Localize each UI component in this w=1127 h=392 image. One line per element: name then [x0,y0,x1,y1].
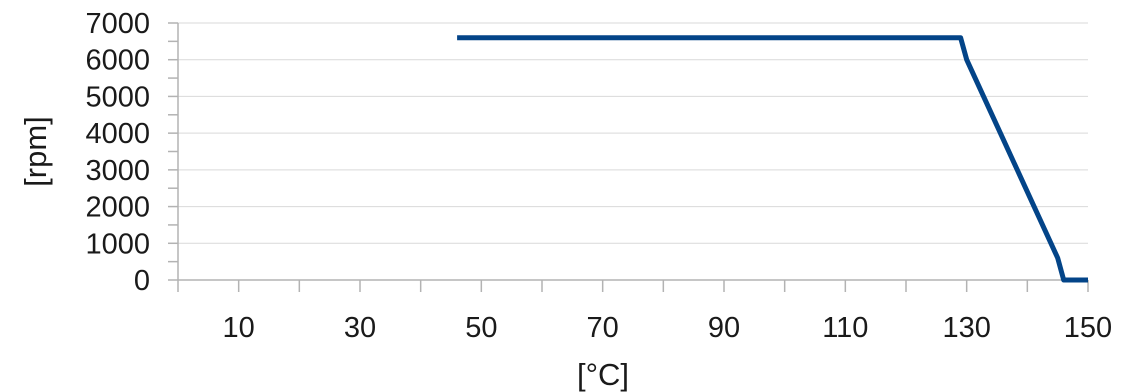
y-tick-label-2: 2000 [85,192,150,224]
series-line-0 [457,35,1088,283]
y-tick-label-3: 3000 [85,155,150,187]
y-axis-title: [rpm] [18,116,53,187]
x-tick-label-4: 90 [708,312,740,344]
gridlines [178,22,1088,244]
x-tick-label-1: 30 [344,312,376,344]
y-tick-label-1: 1000 [85,228,150,260]
y-tick-label-6: 6000 [85,45,150,77]
x-tick-label-6: 130 [942,312,990,344]
x-tick-label-3: 70 [587,312,619,344]
y-tick-label-0: 0 [134,265,150,297]
x-tick-label-5: 110 [822,312,868,344]
x-axis-title: [°C] [577,357,629,392]
series-group [457,35,1088,283]
y-axis-ticks: 0 1000 2000 3000 4000 5000 6000 7000 [85,8,178,297]
y-tick-label-4: 4000 [85,118,150,150]
x-tick-label-0: 10 [223,312,255,344]
y-tick-label-7: 7000 [85,8,150,40]
x-tick-label-7: 150 [1064,312,1112,344]
x-axis-ticks: 10 30 50 70 90 110 130 150 [177,280,1112,344]
axes [177,23,1088,281]
x-tick-label-2: 50 [465,312,497,344]
y-tick-label-5: 5000 [85,81,150,113]
